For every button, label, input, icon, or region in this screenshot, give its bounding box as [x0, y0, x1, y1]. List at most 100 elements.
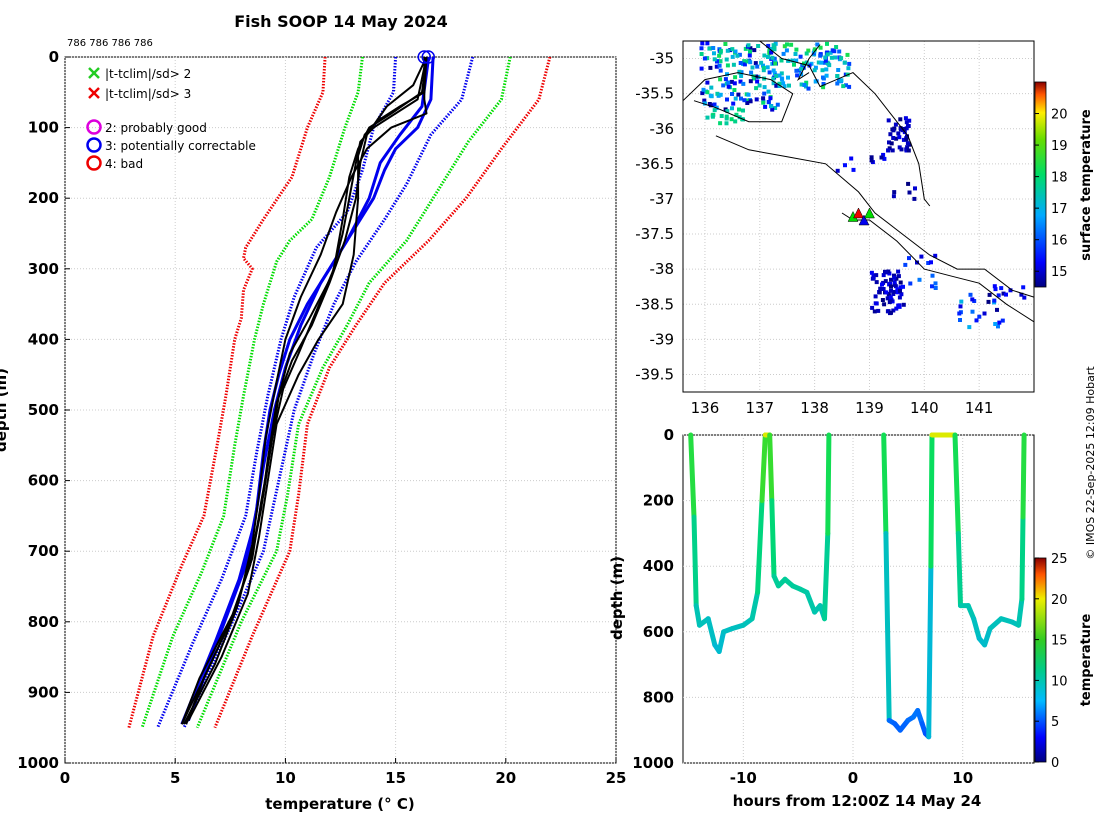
- map-colorbar-ticks: 15 16 17 18 19 20: [1035, 108, 1068, 280]
- profile-y-tick-label: 700: [28, 542, 59, 560]
- legend-label: 2: probably good: [105, 121, 207, 135]
- map-y-tick-label: -39: [650, 330, 675, 348]
- map-x-tick-label: 138: [800, 399, 829, 417]
- sst-pixel: [882, 302, 887, 307]
- sst-pixel: [879, 155, 884, 160]
- sst-pixel: [737, 52, 742, 57]
- sst-pixel: [891, 128, 896, 133]
- sst-pixel: [881, 152, 886, 157]
- sst-pixel: [761, 68, 766, 73]
- sst-pixel: [802, 83, 807, 87]
- sst-pixel: [711, 46, 716, 50]
- sst-pixel: [890, 148, 895, 153]
- sst-pixel: [755, 79, 760, 84]
- map-y-tick-label: -36.5: [635, 155, 674, 173]
- platform-id-label: 786 786 786 786: [67, 38, 153, 49]
- section-track-segment: [769, 498, 777, 579]
- map-axes-box: [682, 40, 1035, 393]
- sst-pixel: [725, 109, 730, 114]
- sst-pixel: [775, 102, 780, 107]
- map-panel: 136 137 138 139 140 141 -35 -35.5 -36 -36.5 -37 -37…: [635, 40, 1094, 417]
- sst-pixel: [733, 49, 738, 54]
- section-y-tick-label: 0: [664, 426, 674, 444]
- sst-pixel: [908, 281, 913, 286]
- sst-pixel: [818, 45, 823, 50]
- sst-pixel: [889, 277, 893, 282]
- sst-pixel: [821, 82, 826, 86]
- sst-pixel: [700, 91, 705, 96]
- section-track-segment: [716, 629, 727, 654]
- sst-pixel: [819, 60, 824, 65]
- sst-pixel: [747, 53, 752, 58]
- sst-pixel: [705, 41, 710, 46]
- sst-pixel: [705, 90, 710, 95]
- map-colorbar-tick-label: 16: [1051, 234, 1068, 249]
- sst-pixel: [821, 75, 825, 80]
- sst-pixel: [898, 117, 903, 122]
- sst-pixel: [707, 46, 712, 51]
- sst-pixel: [995, 307, 999, 312]
- sst-pixel: [917, 277, 922, 282]
- sst-pixel: [745, 101, 750, 105]
- section-x-tick-label: -10: [730, 769, 757, 787]
- sst-pixel: [1008, 288, 1013, 293]
- sst-pixel: [834, 45, 839, 49]
- sst-pixel: [849, 156, 854, 161]
- sst-pixel: [919, 254, 924, 259]
- sst-pixel: [794, 68, 799, 73]
- sst-pixel: [738, 61, 743, 65]
- map-y-tick-label: -37: [650, 190, 675, 208]
- sst-pixel: [779, 58, 784, 63]
- coastline-segment: [841, 212, 1034, 323]
- sst-pixel: [718, 121, 723, 126]
- section-track-segment: [1019, 514, 1026, 602]
- sst-pixel: [842, 60, 847, 65]
- sst-pixel: [734, 112, 739, 117]
- sst-pixel: [739, 96, 743, 101]
- sst-pixel: [888, 281, 893, 286]
- sst-pixel: [874, 280, 879, 285]
- section-colorbar-ticks: 0 5 10 15 20 25: [1035, 552, 1068, 771]
- sst-pixel: [748, 49, 752, 54]
- section-y-tick-label: 200: [643, 492, 674, 510]
- sst-pixel: [986, 299, 991, 304]
- profile-y-axis-label: depth (m): [0, 368, 10, 452]
- sst-pixel: [794, 47, 799, 52]
- sst-pixel: [892, 280, 897, 285]
- legend-label: 3: potentially correctable: [105, 139, 256, 153]
- sst-pixel: [748, 46, 753, 51]
- sst-pixel: [926, 261, 931, 265]
- profile-x-axis-label: temperature (° C): [265, 795, 415, 813]
- section-track-segment: [955, 530, 963, 609]
- section-y-tick-label: 800: [643, 688, 674, 706]
- sst-pixel: [777, 84, 782, 88]
- sst-pixel: [725, 97, 729, 102]
- sst-pixel: [742, 62, 747, 67]
- sst-pixel: [752, 76, 756, 81]
- map-y-tick-label: -39.5: [635, 365, 674, 383]
- sst-pixel: [894, 136, 899, 141]
- legend-circle-marker: [86, 137, 102, 153]
- section-track-segment: [822, 530, 831, 622]
- profile-ticks: 0 5 10 15 20 25 0 100 200 300 400 500 600 700 800 900 10…: [17, 48, 626, 787]
- sst-pixel: [1001, 291, 1006, 296]
- sst-pixel: [894, 306, 899, 311]
- sst-pixel: [806, 48, 811, 53]
- sst-pixel: [835, 81, 840, 86]
- profile-series-clim-1sd: [182, 57, 475, 729]
- sst-pixel: [742, 59, 747, 64]
- sst-pixel: [793, 52, 798, 56]
- sst-pixel: [897, 145, 902, 150]
- sst-pixel: [762, 53, 767, 58]
- profile-series-profile-g: [180, 57, 428, 725]
- sst-pixel: [897, 135, 902, 140]
- sst-pixel: [982, 311, 987, 316]
- sst-pixel: [787, 83, 791, 88]
- profile-series-profile-c: [187, 57, 428, 722]
- profile-x-tick-label: 10: [275, 769, 296, 787]
- sst-pixel: [712, 51, 716, 56]
- legend-label: |t-tclim|/sd> 3: [105, 87, 191, 101]
- sst-pixel: [877, 290, 882, 295]
- section-colorbar-tick-label: 5: [1051, 715, 1059, 730]
- sst-pixel: [804, 51, 809, 56]
